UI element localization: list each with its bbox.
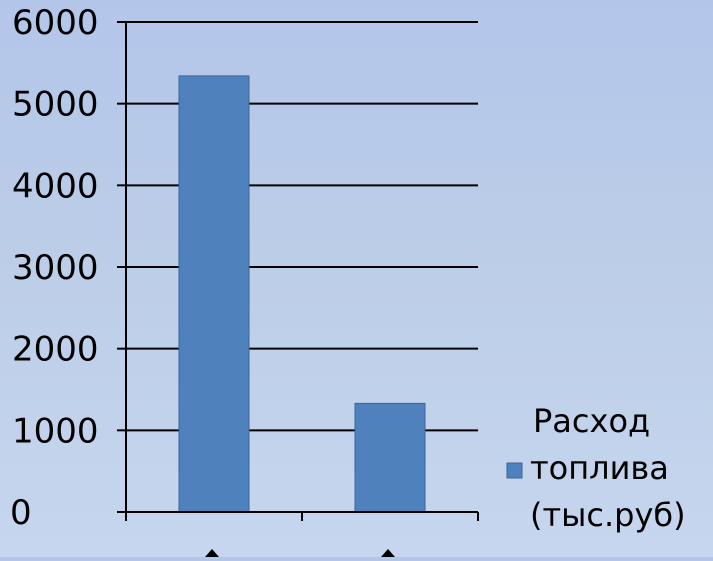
bar: [354, 402, 426, 513]
y-tick-label: 5000: [12, 85, 99, 125]
y-tick-label: 6000: [12, 3, 99, 43]
bar: [178, 75, 250, 513]
axes: [117, 21, 479, 557]
y-tick-label: 0: [10, 493, 32, 533]
legend-label-line: Расход: [533, 402, 650, 440]
y-tick-label: 2000: [12, 330, 99, 370]
legend: Расход топлива (тыс.руб): [506, 402, 686, 534]
y-tick-labels: 0 1000 2000 3000 4000 5000 6000: [10, 3, 99, 533]
legend-swatch: [506, 462, 523, 479]
y-tick-label: 4000: [12, 166, 99, 206]
y-tick-label: 1000: [12, 411, 99, 451]
bars: [178, 75, 426, 513]
y-tick-label: 3000: [12, 248, 99, 288]
legend-label-line: (тыс.руб): [530, 496, 686, 534]
legend-label-line: топлива: [530, 449, 669, 487]
category-label-fragment: [381, 549, 395, 557]
category-label-fragment: [205, 549, 219, 557]
